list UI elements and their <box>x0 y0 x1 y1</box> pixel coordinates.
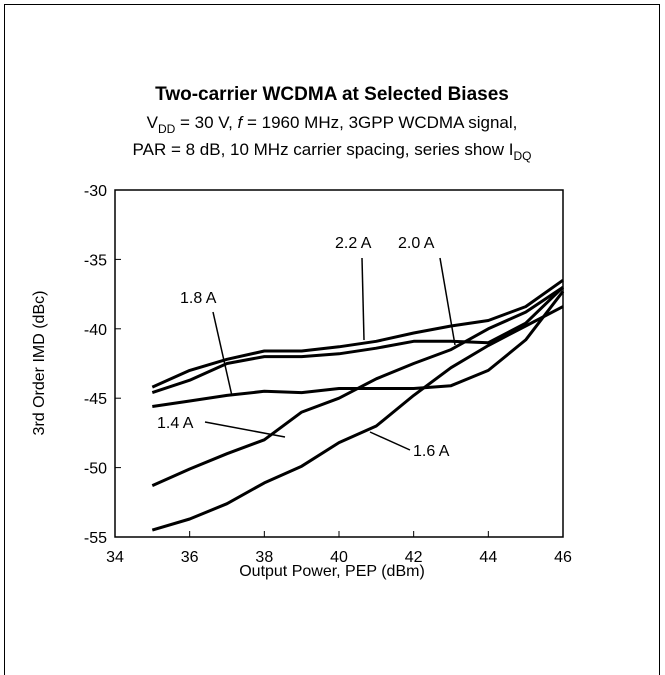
legend-label: 2.0 A <box>398 235 435 252</box>
legend-label: 1.8 A <box>180 290 217 307</box>
leader-line <box>439 257 456 346</box>
subtitle: VDD = 30 V, f = 1960 MHz, 3GPP WCDMA sig… <box>147 113 518 136</box>
y-tick-label: -55 <box>84 530 107 547</box>
legend-label: 1.4 A <box>157 415 194 432</box>
legend-label: 2.2 A <box>335 235 372 252</box>
y-tick-label: -45 <box>84 391 107 408</box>
x-tick-label: 42 <box>405 549 423 566</box>
x-axis-label: Output Power, PEP (dBm) <box>239 563 425 580</box>
x-tick-label: 36 <box>181 549 199 566</box>
x-tick-label: 38 <box>255 549 273 566</box>
subtitle-part: = 30 V, <box>175 113 237 132</box>
legend-label: 1.6 A <box>413 443 450 460</box>
y-tick-label: -50 <box>84 461 107 478</box>
subtitle-part: DD <box>158 122 176 136</box>
y-tick-label: -30 <box>84 183 107 200</box>
series-line <box>151 278 564 389</box>
subtitle-part: = 1960 MHz, 3GPP WCDMA signal, <box>242 113 517 132</box>
chart-title: Two-carrier WCDMA at Selected Biases <box>155 84 509 105</box>
subtitle-part: f <box>238 113 245 132</box>
subtitle-part: DQ <box>513 149 531 163</box>
leader-line <box>369 431 411 451</box>
frame <box>4 4 660 675</box>
series-line <box>151 285 564 487</box>
x-tick-label: 34 <box>106 549 124 566</box>
leader-line <box>361 257 365 341</box>
y-tick-label: -35 <box>84 252 107 269</box>
leader-line <box>212 311 233 397</box>
subtitle-part: V <box>147 113 159 132</box>
x-tick-label: 46 <box>554 549 572 566</box>
y-tick-label: -40 <box>84 322 107 339</box>
x-tick-label: 44 <box>479 549 497 566</box>
series-line <box>151 305 564 532</box>
leader-line <box>204 421 286 438</box>
x-tick-label: 40 <box>330 549 348 566</box>
subtitle: PAR = 8 dB, 10 MHz carrier spacing, seri… <box>133 140 532 163</box>
y-axis-label: 3rd Order IMD (dBc) <box>31 291 48 436</box>
series-line <box>151 286 565 395</box>
subtitle-part: PAR = 8 dB, 10 MHz carrier spacing, seri… <box>133 140 514 159</box>
